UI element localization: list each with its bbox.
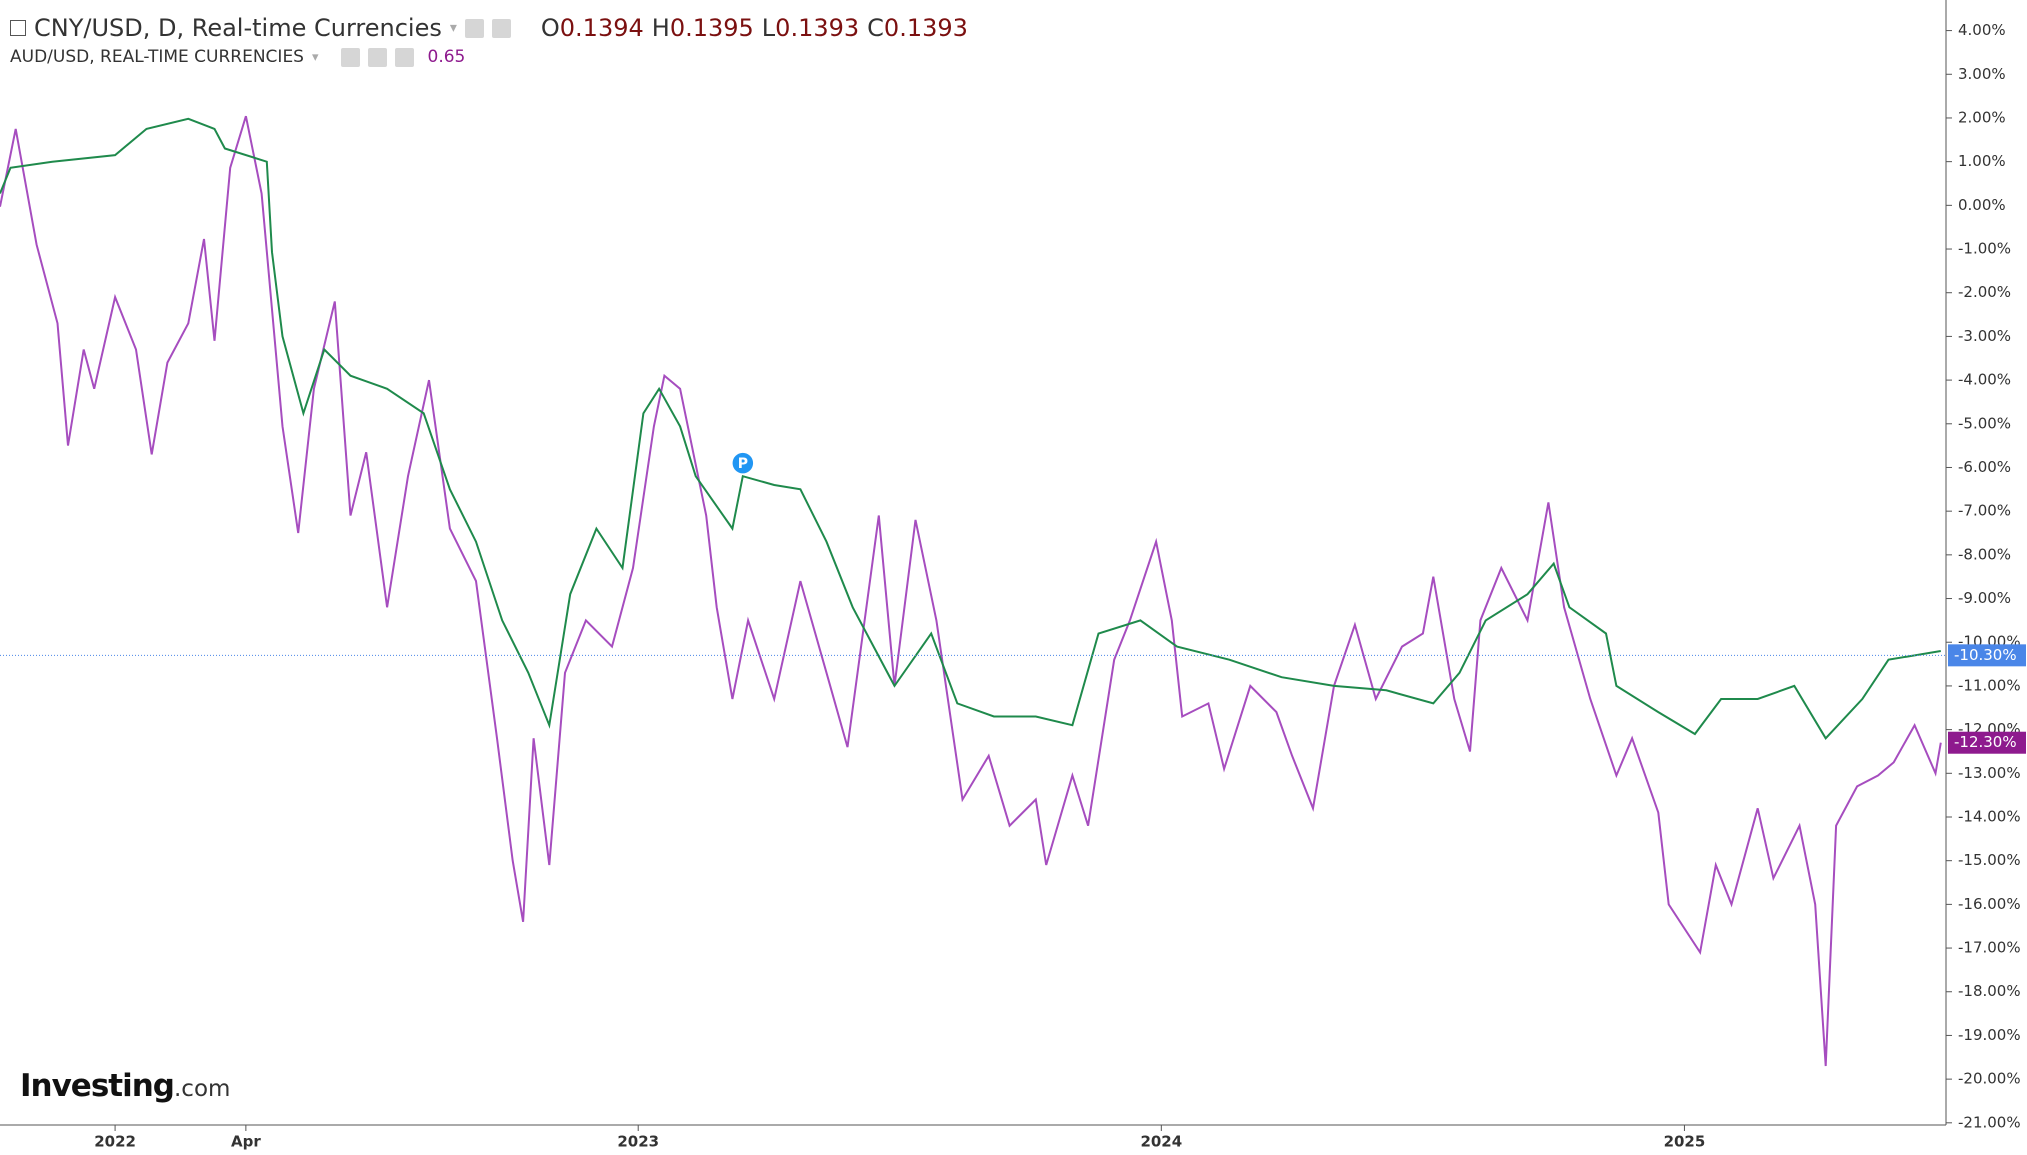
eye-icon[interactable] bbox=[340, 47, 360, 67]
last-price-tag bbox=[1948, 644, 2026, 667]
logo: Investing .com bbox=[20, 1068, 230, 1104]
annotation-text: P bbox=[738, 456, 748, 472]
ohlc-label: H bbox=[651, 14, 670, 42]
x-tick-label: 2022 bbox=[94, 1133, 136, 1151]
dropdown[interactable]: ▾ bbox=[449, 20, 457, 36]
y-tick-label: 0.00% bbox=[1958, 196, 2006, 214]
last-price-label: -12.30% bbox=[1954, 733, 2017, 751]
y-tick-label: -21.00% bbox=[1958, 1113, 2021, 1131]
x-tick-label: Apr bbox=[231, 1133, 261, 1151]
y-tick-label: -7.00% bbox=[1958, 502, 2011, 520]
y-tick-label: -14.00% bbox=[1958, 807, 2021, 825]
y-tick-label: -16.00% bbox=[1958, 895, 2021, 913]
x-tick-label: 2023 bbox=[617, 1133, 659, 1151]
ohlc-value: 0.1395 bbox=[669, 14, 754, 42]
eye-icon[interactable] bbox=[464, 18, 484, 38]
y-tick-label: -8.00% bbox=[1958, 545, 2011, 563]
compare-legend: AUD/USD, REAL-TIME CURRENCIES ▾ 0.65 bbox=[10, 47, 465, 67]
y-tick-label: -15.00% bbox=[1958, 851, 2021, 869]
annotation-marker bbox=[731, 451, 755, 475]
y-tick-label: -13.00% bbox=[1958, 764, 2021, 782]
y-tick-label: -4.00% bbox=[1958, 371, 2011, 389]
logo-text: Investing bbox=[20, 1068, 175, 1104]
last-price-tag bbox=[1948, 731, 2026, 754]
y-tick-label: -6.00% bbox=[1958, 458, 2011, 476]
y-tick-label: 1.00% bbox=[1958, 152, 2006, 170]
y-tick-label: -18.00% bbox=[1958, 982, 2021, 1000]
y-tick-label: -2.00% bbox=[1958, 283, 2011, 301]
remove-icon[interactable] bbox=[394, 47, 414, 67]
series-line bbox=[0, 117, 1941, 740]
series-line bbox=[0, 115, 1942, 1067]
collapse-button[interactable] bbox=[10, 20, 26, 36]
x-tick-label: 2024 bbox=[1140, 1133, 1182, 1151]
y-tick-label: 3.00% bbox=[1958, 65, 2006, 83]
y-tick-label: -19.00% bbox=[1958, 1026, 2021, 1044]
y-tick-label: -11.00% bbox=[1958, 676, 2021, 694]
ohlc-value: 0.1393 bbox=[883, 14, 968, 42]
settings-icon[interactable] bbox=[367, 47, 387, 67]
y-tick-label: -17.00% bbox=[1958, 939, 2021, 957]
y-tick-label: -9.00% bbox=[1958, 589, 2011, 607]
y-tick-label: -1.00% bbox=[1958, 240, 2011, 258]
ohlc-value: 0.1393 bbox=[775, 14, 860, 42]
main-legend: CNY/USD, D, Real-time Currencies ▾ O0.13… bbox=[10, 14, 968, 42]
last-price-label: -10.30% bbox=[1954, 646, 2017, 664]
series-name: AUD/USD, REAL-TIME CURRENCIES bbox=[10, 47, 304, 67]
y-tick-label: 2.00% bbox=[1958, 108, 2006, 126]
y-tick-label: -5.00% bbox=[1958, 414, 2011, 432]
y-tick-label: -20.00% bbox=[1958, 1070, 2021, 1088]
x-tick-label: 2025 bbox=[1664, 1133, 1706, 1151]
y-tick-label: -3.00% bbox=[1958, 327, 2011, 345]
logo-suffix: .com bbox=[174, 1076, 231, 1102]
ohlc-value: 0.1394 bbox=[559, 14, 644, 42]
ohlc-label: L bbox=[761, 14, 776, 42]
ohlc-label: O bbox=[540, 14, 560, 42]
series-name: CNY/USD, D, Real-time Currencies bbox=[34, 14, 442, 42]
y-tick-label: 4.00% bbox=[1958, 21, 2006, 39]
settings-icon[interactable] bbox=[491, 18, 511, 38]
dropdown[interactable]: ▾ bbox=[311, 49, 319, 65]
ohlc-label: C bbox=[867, 14, 884, 42]
last-price: 0.65 bbox=[427, 47, 466, 67]
